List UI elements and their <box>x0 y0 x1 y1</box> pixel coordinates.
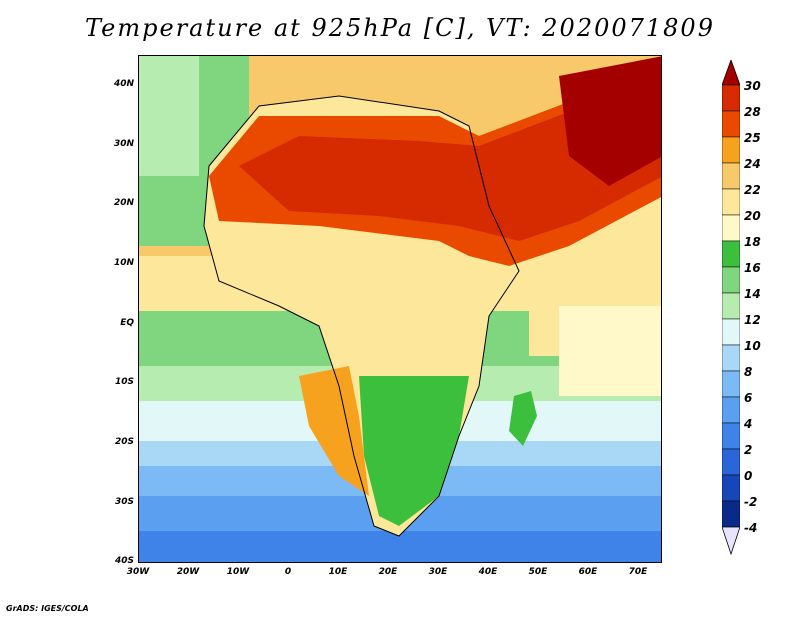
lat-label-20s: 20S <box>114 437 134 447</box>
lat-label-30s: 30S <box>114 497 134 507</box>
coastline <box>203 95 520 537</box>
colorbar-label: 14 <box>744 287 761 301</box>
lon-label-30e: 30E <box>428 567 448 577</box>
lon-label-10w: 10W <box>226 567 250 577</box>
colorbar-label: 16 <box>744 261 761 275</box>
colorbar-label: 0 <box>744 469 753 483</box>
lon-label-40e: 40E <box>478 567 498 577</box>
colorbar-bottom-triangle <box>722 526 740 555</box>
lon-label-20e: 20E <box>378 567 398 577</box>
temperature-map <box>138 55 662 563</box>
colorbar-label: -2 <box>744 495 758 509</box>
lat-label-40n: 40N <box>113 79 134 89</box>
lat-label-10s: 10S <box>114 377 134 387</box>
colorbar-label: 8 <box>744 365 753 379</box>
colorbar-label: 22 <box>744 183 761 197</box>
colorbar-label: 18 <box>744 235 761 249</box>
lon-label-20w: 20W <box>176 567 200 577</box>
lat-label-40s: 40S <box>114 556 134 566</box>
colorbar-label: 6 <box>744 391 753 405</box>
lon-label-30w: 30W <box>126 567 150 577</box>
lat-label-30n: 30N <box>113 139 134 149</box>
temperature-field <box>139 56 661 562</box>
colorbar-label: 30 <box>744 79 761 93</box>
lon-label-50e: 50E <box>528 567 548 577</box>
lat-label-20n: 20N <box>113 198 134 208</box>
colorbar-label: -4 <box>744 521 758 535</box>
colorbar-label: 28 <box>744 105 761 119</box>
lon-label-70e: 70E <box>628 567 648 577</box>
lon-label-60e: 60E <box>578 567 598 577</box>
credit-label: GrADS: IGES/COLA <box>6 604 89 613</box>
madagascar <box>509 391 537 446</box>
chart-title: Temperature at 925hPa [C], VT: 202007180… <box>85 14 715 42</box>
colorbar-label: 25 <box>744 131 761 145</box>
colorbar <box>722 60 740 555</box>
colorbar-label: 10 <box>744 339 761 353</box>
lat-label-eq: EQ <box>120 318 134 328</box>
colorbar-label: 20 <box>744 209 761 223</box>
lon-label-10e: 10E <box>328 567 348 577</box>
lat-label-10n: 10N <box>113 258 134 268</box>
colorbar-label: 24 <box>744 157 761 171</box>
colorbar-label: 12 <box>744 313 761 327</box>
colorbar-label: 2 <box>744 443 753 457</box>
colorbar-top-triangle <box>722 60 740 86</box>
lon-label-0: 0 <box>284 567 292 577</box>
colorbar-label: 4 <box>744 417 753 431</box>
